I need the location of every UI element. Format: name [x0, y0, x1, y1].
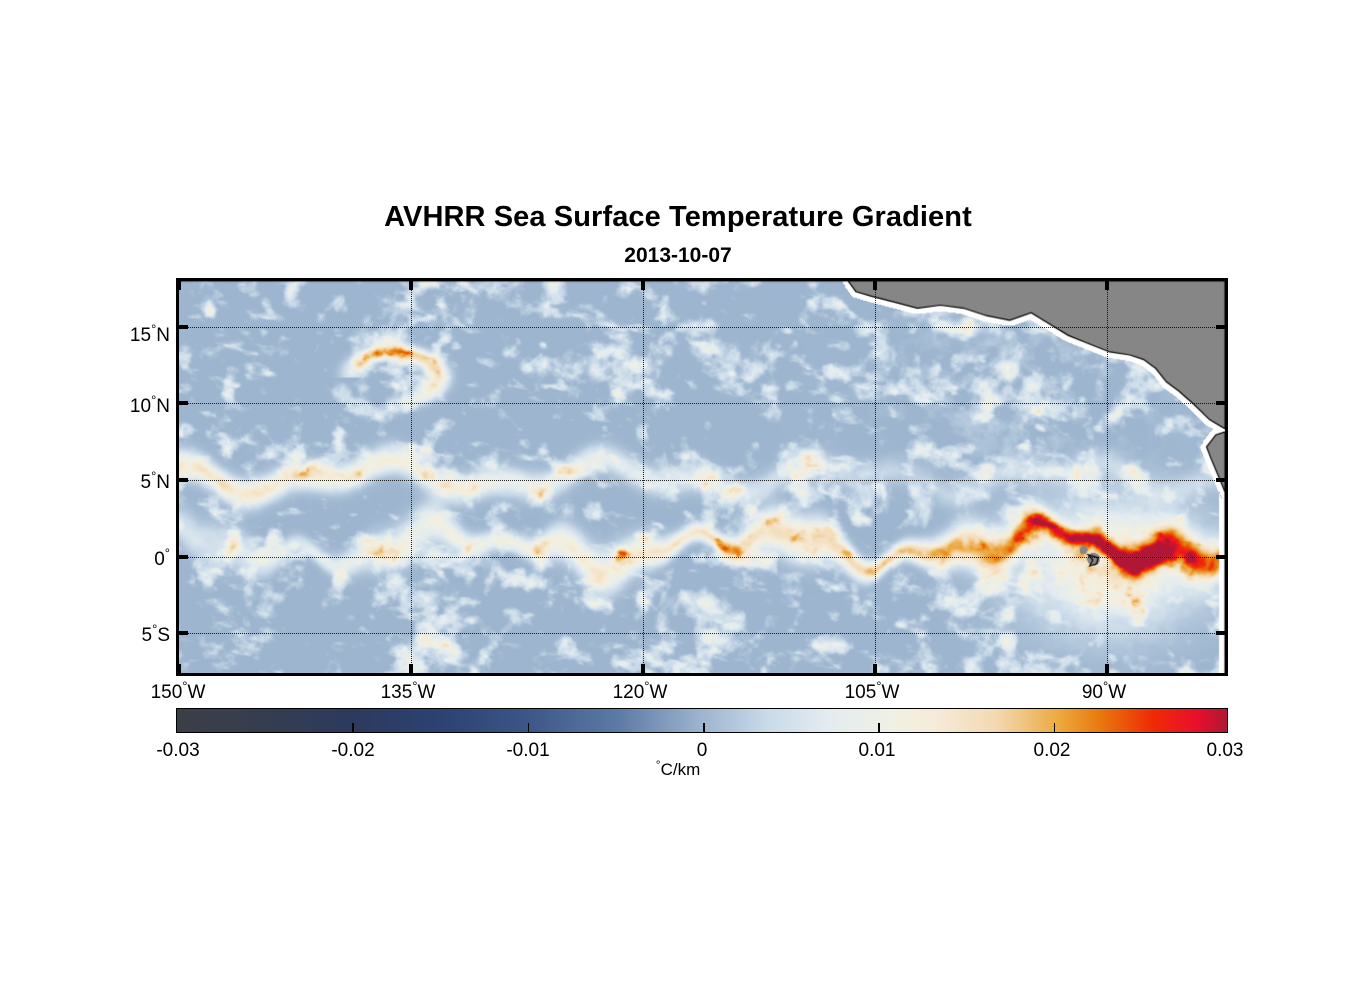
ytick-10°N — [1216, 401, 1225, 406]
colorbar-tick-label-2: -0.01 — [506, 740, 550, 761]
colorbar-unit-label: °C/km — [655, 757, 701, 779]
ytick-5°N — [179, 478, 188, 482]
xtick-120°W — [641, 664, 646, 673]
xtick-135°W — [409, 281, 414, 290]
sst-gradient-heatmap — [179, 281, 1225, 673]
colorbar-tick-label-6: 0.03 — [1206, 740, 1244, 761]
xtick-150°W — [179, 664, 181, 673]
colorbar-tick-5 — [1053, 723, 1056, 732]
colorbar-tick-label-3: 0 — [696, 740, 708, 761]
colorbar-tick-4 — [878, 723, 880, 732]
gridline-lat-5°S — [179, 633, 1225, 635]
xtick-135°W — [409, 664, 414, 673]
ytick-10°N — [179, 401, 188, 406]
ytick-15°N — [1216, 324, 1225, 329]
degree-icon: ° — [655, 757, 661, 772]
colorbar-tick-label-0: -0.03 — [156, 740, 200, 761]
degree-icon: ° — [152, 621, 158, 637]
colorbar-tick-2 — [527, 723, 530, 732]
xtick-label-105w: 105°W — [844, 678, 900, 703]
xtick-label-135w: 135°W — [380, 678, 436, 703]
xtick-label-90w: 90°W — [1081, 678, 1127, 703]
ytick-5°S — [1216, 631, 1225, 636]
degree-icon: ° — [164, 545, 170, 561]
colorbar-gradient — [177, 709, 1227, 732]
page-title: AVHRR Sea Surface Temperature Gradient — [384, 201, 972, 233]
colorbar — [176, 708, 1228, 733]
xtick-120°W — [641, 281, 646, 290]
xtick-label-150w: 150°W — [150, 678, 206, 703]
map-axes — [176, 278, 1228, 676]
title-block: AVHRR Sea Surface Temperature Gradient 2… — [0, 200, 1356, 268]
map-plot-area — [179, 281, 1225, 673]
degree-icon: ° — [182, 678, 188, 694]
ytick-5°S — [179, 631, 188, 636]
xtick-label-120w: 120°W — [612, 678, 668, 703]
xtick-90°W — [1105, 664, 1110, 673]
degree-icon: ° — [151, 392, 157, 408]
degree-icon: ° — [644, 678, 650, 694]
ytick-0° — [1216, 554, 1225, 559]
ytick-5°N — [1216, 478, 1225, 482]
xtick-90°W — [1105, 281, 1110, 290]
ytick-label-5s: 5°S — [141, 621, 170, 646]
gridline-lat-0° — [179, 556, 1225, 558]
xtick-150°W — [179, 281, 181, 290]
degree-icon: ° — [876, 678, 882, 694]
ytick-label-10n: 10°N — [129, 392, 170, 417]
colorbar-tick-1 — [352, 723, 354, 732]
xtick-105°W — [873, 281, 878, 290]
ytick-label-5n: 5°N — [140, 468, 170, 493]
colorbar-tick-label-1: -0.02 — [331, 740, 375, 761]
ytick-label-0: 0° — [154, 545, 170, 570]
colorbar-tick-label-5: 0.02 — [1033, 740, 1071, 761]
gridline-lat-5°N — [179, 480, 1225, 481]
ytick-0° — [179, 554, 188, 559]
degree-icon: ° — [1103, 678, 1109, 694]
degree-icon: ° — [151, 468, 157, 484]
xtick-105°W — [873, 664, 878, 673]
chart-subtitle-date: 2013-10-07 — [624, 244, 732, 267]
gridline-lon-120°W — [643, 281, 645, 673]
degree-icon: ° — [412, 678, 418, 694]
degree-icon: ° — [151, 321, 157, 337]
colorbar-tick-3 — [703, 723, 705, 732]
ytick-label-15n: 15°N — [129, 321, 170, 346]
colorbar-tick-label-4: 0.01 — [858, 740, 896, 761]
gridline-lon-105°W — [875, 281, 877, 673]
gridline-lon-135°W — [411, 281, 413, 673]
gridline-lat-15°N — [179, 326, 1225, 328]
gridline-lat-10°N — [179, 403, 1225, 405]
ytick-15°N — [179, 324, 188, 329]
gridline-lon-90°W — [1107, 281, 1109, 673]
